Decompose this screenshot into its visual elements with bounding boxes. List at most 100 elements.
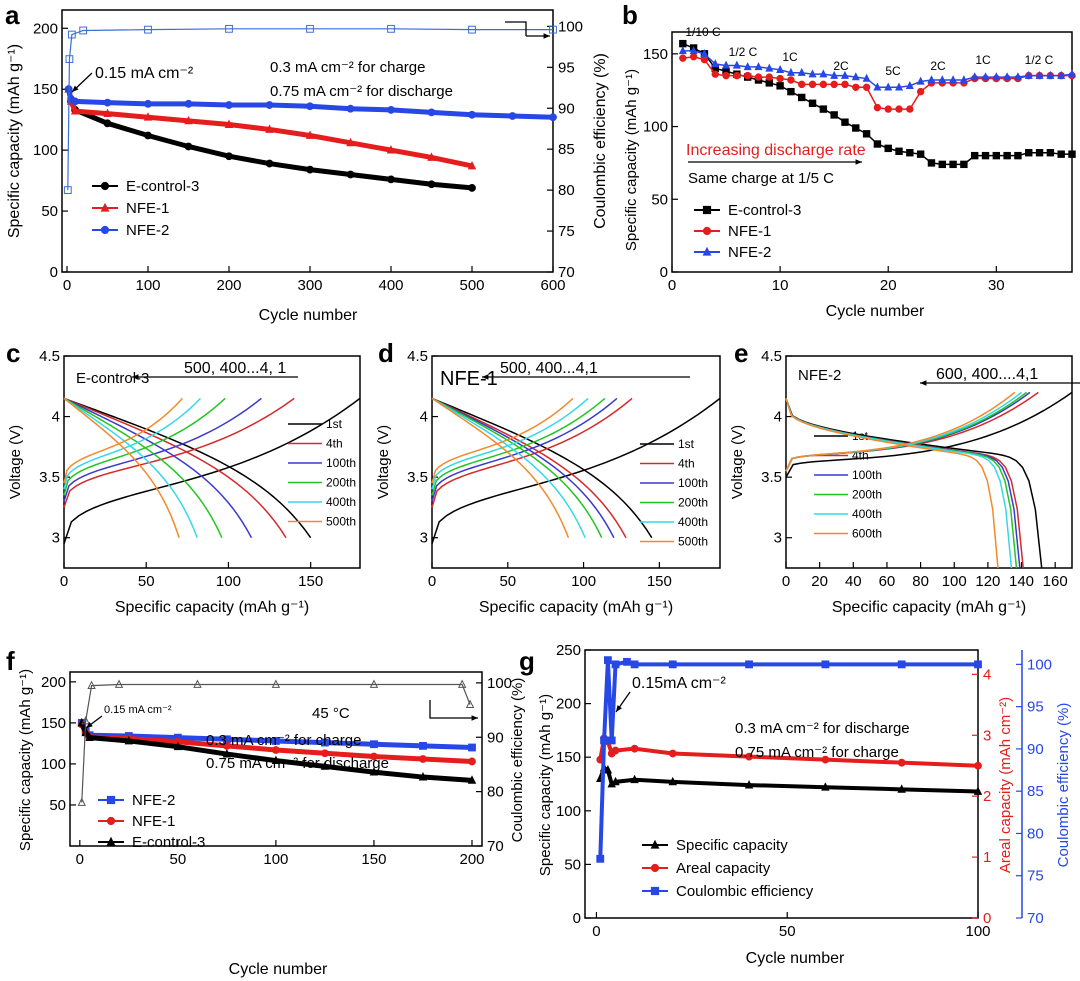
x-tick-label: 100: [571, 573, 596, 590]
y-tick-label: 3: [983, 727, 991, 744]
series-e-control-3-point: [981, 151, 990, 160]
series-nfe-1-point: [419, 755, 427, 763]
annotation: Same charge at 1/5 C: [688, 170, 834, 187]
y-tick-label: 0: [983, 910, 991, 927]
legend-entry: E-control-3: [132, 834, 205, 851]
legend-entry: E-control-3: [728, 202, 801, 219]
y-tick-label: 50: [41, 203, 58, 220]
discharge-curve: [63, 397, 223, 539]
panel-b: 0 10 20 30 0 50 100 150 Cycle number Specific cap…: [622, 0, 1077, 320]
series-areal-capacity-point: [745, 752, 753, 761]
y-tick-label: 90: [558, 100, 575, 117]
series-nfe-2-point: [689, 46, 698, 55]
legend-entry: 4th: [678, 457, 695, 471]
series-nfe-2-point: [508, 112, 517, 120]
panel-label: a: [5, 0, 20, 30]
series-e-control-3-point: [938, 160, 946, 169]
series-specific-capacity-point: [603, 765, 613, 774]
series-coulombic-efficiency-point: [668, 660, 677, 669]
panel-label: c: [6, 338, 20, 368]
series-nfe-2-point: [321, 738, 329, 747]
discharge-curve: [785, 398, 1043, 569]
y-tick-label: 3.5: [761, 469, 782, 486]
x-tick-label: 0: [60, 573, 68, 590]
rate-label: 1/10 C: [685, 25, 721, 39]
x-tick-label: 100: [263, 851, 288, 868]
x-tick-label: 150: [647, 573, 672, 590]
series-nfe-2-point: [1024, 70, 1033, 79]
series-specific-capacity-point: [897, 784, 906, 793]
x-axis-label: Specific capacity (mAh g⁻¹): [479, 599, 673, 616]
series-coulombic-efficiency-point: [603, 656, 612, 665]
y-tick-label: 0: [573, 910, 581, 927]
y-tick-label: 90: [487, 729, 504, 746]
discharge-curve: [431, 397, 586, 539]
y-tick-label: 70: [1027, 910, 1044, 927]
plot-frame: [61, 9, 554, 273]
y-tick-label: 95: [1027, 699, 1044, 716]
legend-entry: 100th: [852, 468, 882, 482]
series-nfe-2-point: [884, 82, 893, 91]
x-tick-label: 600: [540, 277, 565, 294]
charge-curve: [785, 391, 1073, 478]
legend-entry: 4th: [326, 437, 343, 451]
annotation: Increasing discharge rate: [686, 142, 866, 159]
panel-d: 0 50 100 150 3 3.5 4 4.5 Specific capacity (mAh …: [375, 338, 721, 616]
series-e-control-3-point: [1035, 149, 1044, 157]
series-e-control-3-point: [387, 175, 395, 184]
series-e-control-3-point: [418, 772, 428, 781]
series-e-control-3-point: [1025, 149, 1033, 157]
x-tick-label: 150: [298, 573, 323, 590]
y-tick-label: 85: [558, 141, 575, 158]
annotation: 0.3 mA cm⁻² for charge: [270, 59, 425, 76]
series-nfe-1-point: [103, 108, 112, 117]
series-e-control-3-point: [320, 761, 330, 770]
legend-entry: 1st: [678, 437, 695, 451]
series-e-control-3-point: [1014, 151, 1022, 160]
legend-entry: 1st: [326, 417, 343, 431]
panel-label: g: [519, 646, 535, 676]
series-coulombic-efficiency-point: [974, 660, 982, 669]
series-ce-point: [387, 24, 395, 33]
y-tick-label: 100: [558, 18, 583, 35]
rate-label: 2C: [930, 59, 946, 73]
y-tick-label: 100: [33, 142, 58, 159]
y2-axis-label: Coulombic efficiency (%): [592, 53, 609, 229]
series-e-control-3-point: [895, 147, 903, 155]
discharge-curve: [63, 397, 312, 539]
charge-curve: [63, 397, 202, 490]
x-tick-label: 100: [965, 923, 990, 940]
x-tick-label: 50: [499, 573, 516, 590]
series-nfe-1-point: [711, 70, 719, 78]
series-specific-capacity-line: [598, 765, 979, 794]
series-areal-capacity-point: [821, 755, 830, 764]
y-tick-label: 4: [983, 666, 991, 683]
y-tick-label: 100: [556, 803, 581, 820]
series-e-control-3-point: [467, 775, 477, 784]
series-nfe-1-point: [427, 152, 436, 161]
series-nfe-2-point: [71, 97, 79, 106]
legend-entry: Coulombic efficiency: [676, 883, 814, 900]
x-tick-label: 60: [879, 573, 896, 590]
legend-entry: NFE-1: [132, 813, 175, 830]
series-e-control-3-point: [306, 165, 314, 174]
series-specific-capacity-point: [821, 782, 830, 791]
series-nfe-2-point: [765, 63, 774, 72]
y-axis-label: Specific capacity (mAh g⁻¹): [537, 694, 554, 876]
ce-arrow-tip-head: [543, 33, 550, 39]
series-nfe-1-point: [916, 87, 925, 96]
y-axis-label: Voltage (V): [375, 425, 392, 499]
series-nfe-1-point: [754, 73, 763, 81]
x-tick-label: 50: [170, 851, 187, 868]
series-nfe-2-point: [970, 72, 979, 81]
series-ce-point: [63, 186, 72, 195]
series-areal-capacity-point: [668, 749, 677, 758]
series-nfe-2-point: [103, 98, 112, 107]
y-tick-label: 3: [774, 530, 782, 547]
series-nfe-2-point: [905, 81, 914, 90]
legend-entry: 400th: [678, 515, 708, 529]
series-nfe-2-point: [1013, 72, 1022, 81]
charge-curve: [785, 391, 1016, 472]
x-tick-label: 50: [138, 573, 155, 590]
series-nfe-1-point: [265, 124, 274, 133]
